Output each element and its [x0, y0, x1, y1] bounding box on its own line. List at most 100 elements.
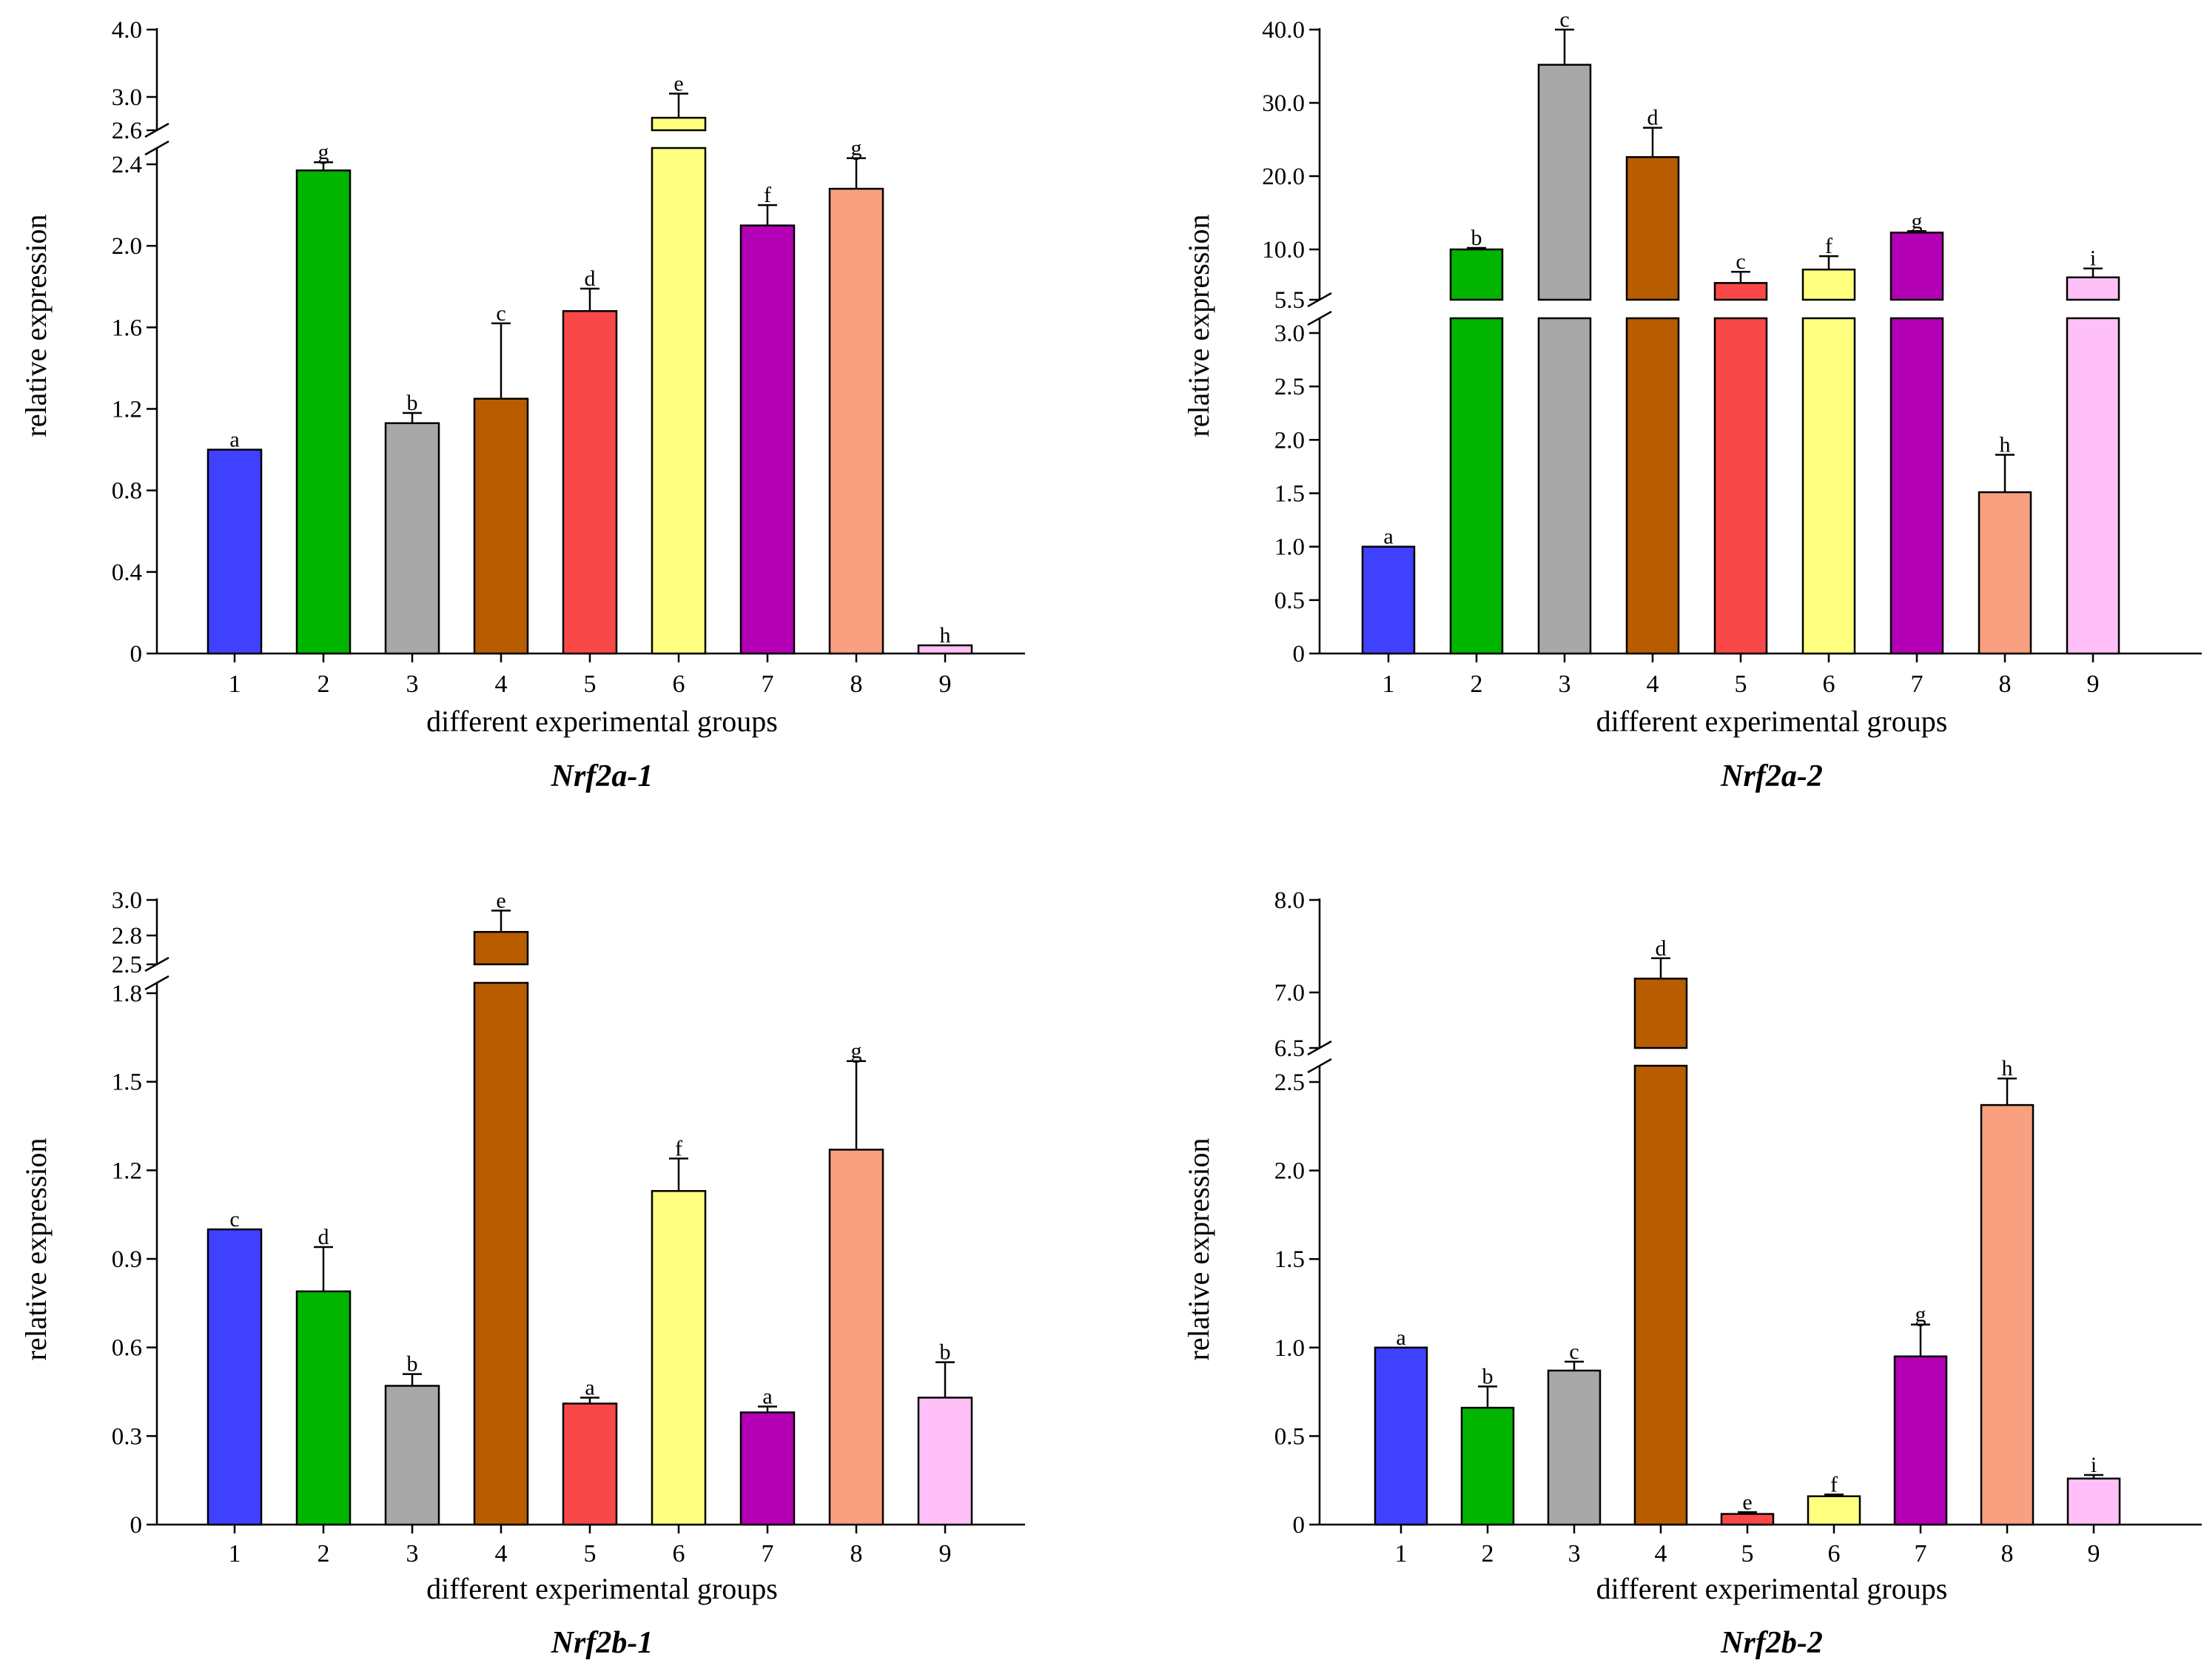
- bar: [651, 1190, 707, 1526]
- x-tick-label: 1: [229, 1540, 241, 1568]
- significance-label: c: [1569, 1340, 1579, 1364]
- bar: [651, 116, 707, 132]
- significance-label: c: [1736, 249, 1745, 274]
- significance-label: e: [673, 71, 683, 95]
- significance-label: b: [940, 1340, 951, 1365]
- bar: [1537, 64, 1592, 301]
- bar: [473, 981, 529, 1526]
- x-tick-label: 5: [584, 1540, 597, 1568]
- y-axis-label: relative expression: [19, 215, 53, 437]
- y-tick-label: 0.4: [112, 560, 142, 586]
- significance-label: e: [1742, 1490, 1752, 1514]
- y-tick-label: 8.0: [1274, 887, 1305, 914]
- x-tick-label: 9: [2088, 1540, 2100, 1568]
- y-tick-label: 2.8: [112, 923, 142, 950]
- x-tick-label: 2: [318, 671, 330, 698]
- significance-label: d: [585, 266, 596, 291]
- bar: [1720, 1513, 1775, 1526]
- y-tick-label: 3.0: [112, 84, 142, 111]
- significance-label: d: [318, 1225, 329, 1249]
- bar: [2066, 317, 2120, 655]
- y-axis-label: relative expression: [1182, 215, 1215, 437]
- bar: [562, 1402, 618, 1526]
- x-tick-label: 2: [318, 1540, 330, 1568]
- bar: [917, 1397, 973, 1526]
- bar: [295, 169, 352, 655]
- significance-label: f: [1830, 1472, 1838, 1496]
- y-tick-label: 3.0: [1274, 320, 1305, 347]
- y-tick-label: 0.6: [112, 1335, 142, 1362]
- bar: [1801, 317, 1856, 655]
- significance-label: g: [318, 140, 329, 164]
- axis-break-mark: [1307, 310, 1332, 326]
- bar: [1361, 545, 1416, 655]
- bar: [1807, 1495, 1861, 1526]
- chart-title: Nrf2a-2: [1720, 759, 1823, 793]
- chart-title: Nrf2b-1: [551, 1626, 654, 1660]
- y-tick-label: 2.6: [112, 118, 142, 144]
- bar: [473, 397, 529, 655]
- x-tick-label: 6: [673, 1540, 685, 1568]
- y-tick-label: 0: [1293, 1512, 1306, 1539]
- y-axis-label: relative expression: [19, 1138, 53, 1361]
- x-tick-label: 4: [495, 671, 508, 698]
- bar: [1801, 268, 1856, 301]
- bar: [2066, 276, 2120, 301]
- x-tick-label: 3: [1559, 671, 1571, 698]
- y-tick-label: 20.0: [1262, 164, 1305, 190]
- significance-label: b: [407, 1352, 418, 1377]
- x-tick-label: 1: [229, 671, 241, 698]
- axis-break-mark: [144, 140, 169, 156]
- bar: [295, 1290, 352, 1526]
- bar: [1625, 156, 1680, 301]
- bar: [2066, 1477, 2121, 1526]
- x-tick-label: 6: [673, 671, 685, 698]
- y-tick-label: 1.6: [112, 315, 142, 341]
- significance-label: g: [851, 1039, 862, 1064]
- bar: [206, 448, 263, 655]
- bar: [1547, 1369, 1602, 1526]
- bar: [1713, 317, 1768, 655]
- y-tick-label: 40.0: [1262, 17, 1305, 44]
- bar: [473, 930, 529, 966]
- significance-label: i: [2090, 246, 2096, 271]
- bar: [562, 310, 618, 655]
- y-tick-label: 0: [1293, 641, 1306, 668]
- y-tick-label: 0.3: [112, 1423, 142, 1450]
- x-tick-label: 3: [406, 1540, 419, 1568]
- y-tick-label: 1.2: [112, 1157, 142, 1184]
- y-tick-label: 2.5: [1274, 374, 1305, 400]
- bar: [1449, 248, 1504, 301]
- bar: [1625, 317, 1680, 655]
- significance-label: h: [940, 623, 951, 648]
- significance-label: c: [229, 1207, 239, 1232]
- y-tick-label: 1.0: [1274, 1335, 1305, 1362]
- significance-label: a: [1383, 525, 1393, 549]
- y-tick-label: 1.0: [1274, 534, 1305, 561]
- y-tick-label: 2.0: [1274, 427, 1305, 454]
- y-tick-label: 1.5: [1274, 481, 1305, 508]
- x-tick-label: 2: [1482, 1540, 1494, 1568]
- x-tick-label: 8: [850, 671, 863, 698]
- significance-label: d: [1647, 106, 1659, 130]
- y-tick-label: 0.8: [112, 478, 142, 505]
- x-tick-label: 5: [584, 671, 597, 698]
- y-tick-label: 4.0: [112, 17, 142, 44]
- x-tick-label: 8: [850, 1540, 863, 1568]
- significance-label: f: [764, 183, 771, 207]
- bar: [1449, 317, 1504, 655]
- x-tick-label: 4: [1647, 671, 1659, 698]
- significance-label: b: [407, 391, 418, 415]
- bar: [739, 224, 796, 655]
- x-tick-label: 4: [1655, 1540, 1667, 1568]
- significance-label: d: [1656, 936, 1667, 961]
- bar: [384, 422, 440, 655]
- y-tick-label: 0: [130, 641, 143, 668]
- significance-label: h: [2002, 1056, 2013, 1081]
- bar: [1978, 491, 2032, 655]
- significance-label: h: [2000, 433, 2011, 457]
- bar: [1889, 231, 1944, 301]
- x-tick-label: 1: [1382, 671, 1395, 698]
- significance-label: a: [1396, 1325, 1405, 1350]
- significance-label: b: [1471, 226, 1482, 250]
